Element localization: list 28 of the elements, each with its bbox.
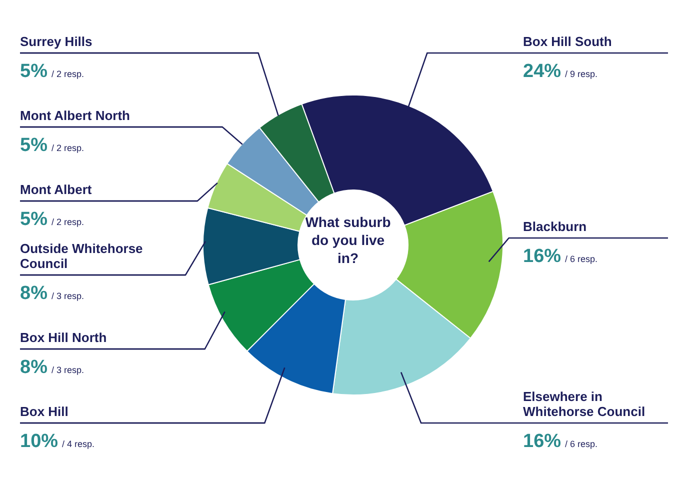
data-label: 5% [20,61,48,82]
text: / 4 resp. [62,439,95,449]
data-label: 5% [20,209,48,230]
data-label: 16% [523,246,562,267]
data-label: 8% [20,283,48,304]
text: / 2 resp. [51,217,84,227]
slice-label: Elsewhere in Whitehorse Council [523,389,646,419]
text: / 9 resp. [565,69,598,79]
slice-label: Surrey Hills [20,34,92,49]
text: / 3 resp. [51,291,84,301]
text: / 6 resp. [565,254,598,264]
data-label: 16% [523,431,562,452]
slice-label: Mont Albert [20,182,92,197]
slice-label: Mont Albert North [20,108,130,123]
data-label: 24% [523,61,562,82]
text: / 6 resp. [565,439,598,449]
text: What suburb do you live in? [305,214,391,266]
data-label: 5% [20,135,48,156]
slice-label: Outside Whitehorse Council [20,241,143,271]
text: / 2 resp. [51,69,84,79]
data-label: 8% [20,357,48,378]
data-label: 10% [20,431,58,452]
slice-label: Box Hill [20,404,68,419]
slice-label: Box Hill South [523,34,612,49]
text: / 2 resp. [51,143,84,153]
slice-label: Blackburn [523,219,587,234]
text: / 3 resp. [51,365,84,375]
slice-label: Box Hill North [20,330,107,345]
